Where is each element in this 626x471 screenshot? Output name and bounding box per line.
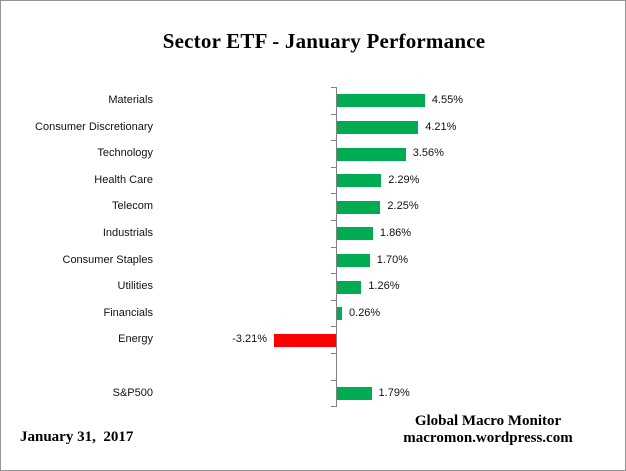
- category-label: Technology: [97, 147, 153, 160]
- value-label: 4.21%: [425, 120, 457, 133]
- axis-tick: [331, 300, 337, 301]
- category-label: Financials: [103, 306, 153, 319]
- axis-tick: [331, 273, 337, 274]
- value-label: 2.29%: [388, 173, 420, 186]
- negative-bar: [274, 333, 336, 347]
- positive-bar: [337, 147, 406, 161]
- axis-tick: [331, 87, 337, 88]
- positive-bar: [337, 174, 382, 188]
- positive-bar: [337, 227, 373, 241]
- category-label: Materials: [108, 94, 153, 106]
- chart-title: Sector ETF - January Performance: [162, 29, 486, 53]
- positive-bar: [337, 120, 419, 134]
- axis-tick: [331, 193, 337, 194]
- value-label: -3.21%: [232, 333, 268, 346]
- positive-bar: [337, 200, 381, 214]
- axis-tick: [331, 353, 337, 354]
- axis-tick: [331, 140, 337, 141]
- positive-bar: [337, 94, 425, 108]
- category-label: Energy: [118, 333, 153, 346]
- value-label: 1.86%: [379, 227, 412, 239]
- category-label: Industrials: [102, 227, 153, 239]
- positive-bar: [337, 253, 370, 267]
- axis-tick: [331, 167, 337, 168]
- category-label: Telecom: [112, 200, 153, 213]
- axis-tick: [331, 380, 337, 381]
- credit-line-2: macromon.wordpress.com: [403, 430, 573, 446]
- axis-tick: [331, 247, 337, 248]
- category-label: Health Care: [94, 173, 153, 186]
- credit-line-1: Global Macro Monitor: [414, 413, 562, 429]
- value-label: 4.55%: [431, 94, 464, 106]
- axis-tick: [331, 114, 337, 115]
- value-label: 1.70%: [376, 253, 408, 266]
- axis-tick: [331, 220, 337, 221]
- positive-bar: [337, 307, 343, 321]
- category-axis-line: [336, 87, 337, 407]
- category-label: Consumer Discretionary: [35, 120, 153, 133]
- axis-tick: [331, 326, 337, 327]
- value-label: 1.26%: [368, 280, 400, 293]
- category-label: S&P500: [112, 386, 153, 399]
- value-label: 1.79%: [378, 386, 410, 399]
- credit-block: Global Macro Monitor macromon.wordpress.…: [393, 413, 583, 447]
- category-label: Consumer Staples: [62, 253, 154, 266]
- value-label: 2.25%: [387, 200, 419, 213]
- axis-tick: [331, 406, 337, 407]
- positive-bar: [337, 280, 362, 294]
- category-label: Utilities: [117, 280, 153, 293]
- value-label: 0.26%: [349, 306, 381, 319]
- value-label: 3.56%: [412, 147, 444, 160]
- positive-bar: [337, 386, 372, 400]
- date-label: January 31, 2017: [20, 429, 134, 445]
